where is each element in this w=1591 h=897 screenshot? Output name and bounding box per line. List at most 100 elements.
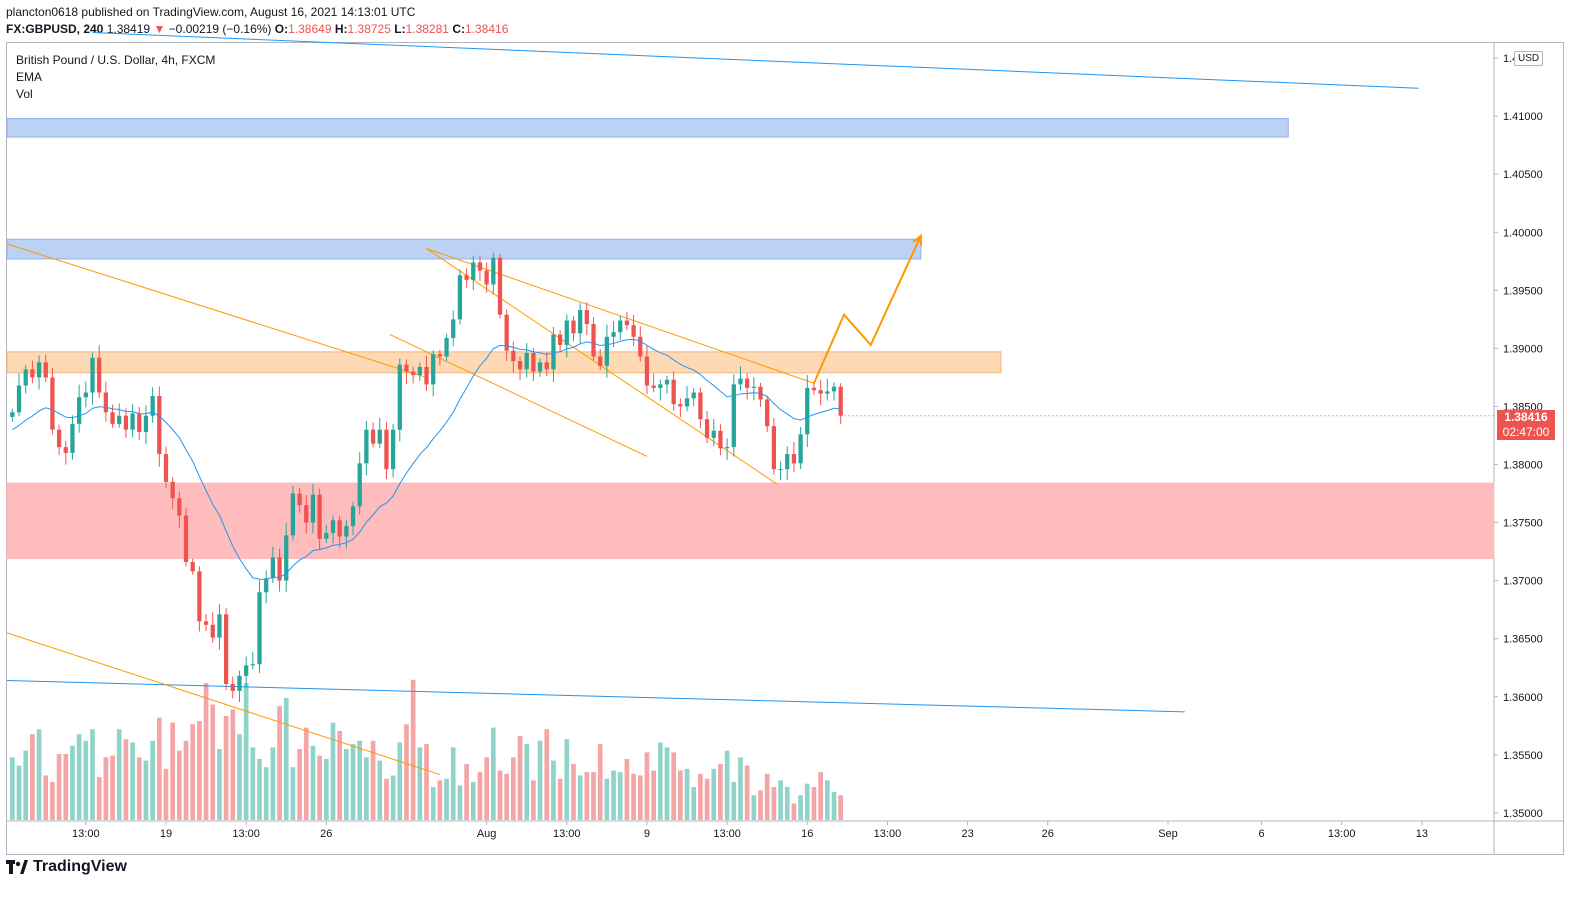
y-tick-label: 1.40000 [1503, 227, 1543, 239]
y-tick-label: 1.37500 [1503, 518, 1543, 530]
candle-body [798, 434, 803, 464]
volume-bar [637, 775, 643, 820]
volume-bar [557, 778, 563, 820]
tradingview-logo[interactable]: TradingView [6, 857, 127, 877]
candle-body [724, 447, 730, 449]
candle-body [310, 494, 316, 523]
candle-body [464, 275, 469, 280]
candle-body [557, 334, 563, 345]
volume-bar [243, 683, 249, 820]
candle-body [337, 520, 342, 537]
change-value: −0.00219 (−0.16%) [168, 22, 272, 36]
volume-bar [678, 770, 683, 820]
x-tick-label: 13:00 [553, 828, 581, 840]
candle-body [658, 384, 663, 388]
close-value: 1.38416 [464, 22, 509, 36]
volume-bar [203, 683, 209, 820]
candle-body [698, 392, 703, 420]
candle-body [584, 310, 589, 325]
last-price-tag: 1.38416 [1497, 410, 1555, 425]
volume-bar [290, 767, 296, 820]
candle-body [517, 361, 523, 370]
volume-bar [731, 782, 737, 820]
trendline-blue [6, 679, 1185, 713]
close-label: C: [452, 22, 465, 36]
volume-bar [370, 740, 376, 820]
candle-body [43, 362, 48, 378]
candle-body [36, 362, 42, 378]
candle-body [304, 505, 309, 523]
x-tick-label: 6 [1258, 828, 1264, 840]
candle-body [137, 413, 142, 432]
legend-ema[interactable]: EMA [16, 70, 43, 84]
volume-bar [410, 679, 416, 820]
candle-body [330, 520, 336, 534]
projection-arrowhead-icon [912, 233, 923, 246]
volume-bar [350, 744, 356, 820]
legend-vol[interactable]: Vol [16, 87, 33, 101]
candle-body [431, 354, 436, 385]
volume-bar [357, 740, 363, 820]
volume-bar [297, 749, 302, 820]
candle-body [370, 429, 376, 444]
candle-body [344, 526, 349, 537]
candle-body [210, 624, 215, 638]
candle-body [197, 571, 202, 622]
volume-bar [671, 752, 677, 820]
x-tick-label: Aug [477, 828, 497, 840]
volume-bar [143, 760, 149, 820]
volume-bar [163, 768, 169, 820]
volume-bar [417, 747, 423, 820]
volume-bar [664, 747, 670, 820]
x-tick-label: 26 [1042, 828, 1054, 840]
candle-body [324, 533, 329, 539]
candle-body [90, 357, 95, 393]
candle-body [244, 665, 249, 676]
volume-bar [617, 772, 623, 820]
candle-body [564, 320, 569, 345]
last-price: 1.38419 [106, 22, 151, 36]
volume-bar [711, 768, 717, 820]
currency-badge[interactable]: USD [1514, 51, 1544, 66]
zone-red [6, 482, 1495, 560]
candle-body [70, 423, 75, 453]
volume-bar [56, 754, 62, 820]
volume-bar [784, 787, 790, 820]
volume-bar [257, 758, 262, 820]
volume-bar [464, 763, 469, 820]
candle-body [364, 429, 369, 464]
y-tick-label: 1.40500 [1503, 169, 1543, 181]
candle-body [731, 384, 736, 448]
volume-bar [177, 750, 182, 820]
volume-bar [631, 773, 636, 820]
candle-body [424, 366, 429, 385]
volume-bar [90, 729, 95, 820]
publish-info: plancton0618 published on TradingView.co… [6, 5, 416, 19]
candle-body [290, 493, 296, 536]
candle-body [270, 557, 276, 579]
volume-bar [317, 755, 322, 820]
y-tick-label: 1.38000 [1503, 460, 1543, 472]
volume-bar [724, 750, 730, 820]
volume-bar [404, 724, 409, 820]
volume-bar [758, 790, 763, 820]
volume-bar [283, 697, 289, 820]
candle-body [598, 356, 603, 366]
candle-body [624, 320, 630, 326]
candle-body [56, 429, 62, 448]
candle-body [811, 387, 817, 391]
volume-bar [524, 744, 530, 820]
volume-bar [798, 795, 803, 820]
trendline-orange [6, 243, 427, 378]
volume-bar [597, 744, 603, 820]
volume-bar [651, 770, 656, 820]
x-tick-label: 16 [801, 828, 813, 840]
volume-bar [210, 704, 216, 820]
volume-bar [477, 772, 483, 820]
volume-bar [43, 775, 49, 820]
volume-bar [123, 739, 129, 820]
candle-body [264, 578, 269, 593]
candle-body [704, 419, 710, 438]
volume-bar [444, 778, 449, 820]
